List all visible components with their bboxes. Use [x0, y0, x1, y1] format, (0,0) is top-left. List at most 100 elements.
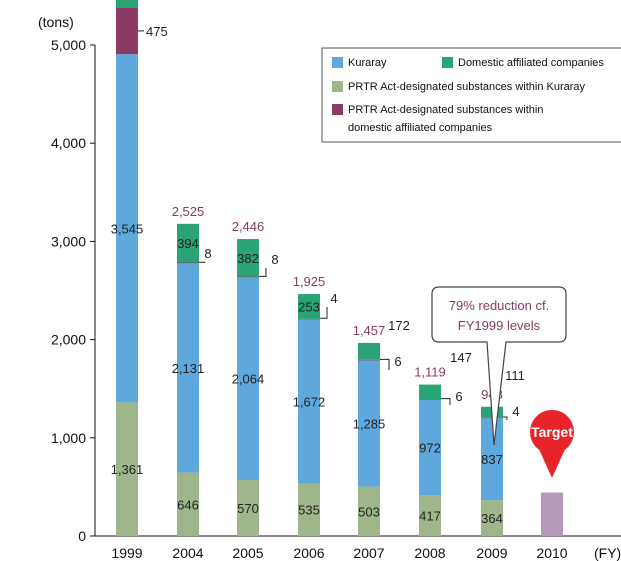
segment-label-prtr-domestic: 475 — [146, 24, 168, 39]
segment-label-domestic: 253 — [298, 299, 320, 314]
segment-label-prtr-domestic: 8 — [271, 252, 278, 267]
segment-label-prtr-domestic: 4 — [512, 404, 519, 419]
segment-label-prtr-kuraray: 1,361 — [111, 462, 144, 477]
bar-segment — [237, 277, 259, 481]
callout-text-line1: 79% reduction cf. — [449, 298, 549, 313]
y-tick-label: 3,000 — [51, 233, 86, 249]
x-tick-label: 2007 — [353, 545, 384, 561]
x-unit-label: (FY) — [594, 545, 621, 561]
segment-label-prtr-kuraray: 646 — [177, 497, 199, 512]
x-tick-label: 1999 — [111, 545, 142, 561]
total-label: 2,525 — [172, 204, 205, 219]
bar-segment — [177, 263, 199, 473]
segment-label-domestic: 394 — [177, 236, 199, 251]
segment-label-prtr-domestic: 6 — [455, 389, 462, 404]
legend-swatch-prtr-kuraray — [332, 81, 343, 92]
target-badge: Target — [530, 410, 574, 478]
segment-label-prtr-domestic: 4 — [330, 291, 337, 306]
bar-segment — [358, 359, 380, 361]
legend-swatch-domestic — [442, 57, 453, 68]
bar-segment — [298, 319, 320, 484]
y-tick-label: 4,000 — [51, 135, 86, 151]
bar-segment — [177, 262, 199, 264]
bars — [116, 0, 563, 536]
bar-segment — [419, 399, 441, 400]
bar-segment — [419, 399, 441, 496]
callout-bubble — [431, 286, 567, 446]
bar-segment — [298, 483, 320, 536]
segment-label-kuraray: 972 — [419, 440, 441, 455]
leader-line — [503, 416, 508, 420]
segment-label-domestic: 111 — [505, 368, 525, 383]
bar-segment — [298, 294, 320, 319]
leader-line — [441, 398, 451, 405]
legend-box — [321, 47, 621, 143]
x-tick-label: 2010 — [536, 545, 567, 561]
y-tick-label: 0 — [78, 528, 86, 544]
legend-swatch-prtr-domestic — [332, 104, 343, 115]
x-tick-label: 2009 — [476, 545, 507, 561]
bar-segment — [358, 486, 380, 536]
segment-label-kuraray: 2,131 — [172, 361, 205, 376]
segment-label-prtr-domestic: 6 — [394, 354, 401, 369]
segment-label-kuraray: 837 — [481, 452, 503, 467]
callout-text-line2: FY1999 levels — [458, 318, 541, 333]
bar-segment — [481, 500, 503, 536]
bar-segment — [116, 54, 138, 403]
segment-label-prtr-domestic: 8 — [204, 246, 211, 261]
legend: Kuraray Domestic affiliated companies PR… — [321, 47, 621, 143]
total-label: 1,925 — [293, 274, 326, 289]
bar-segment — [481, 418, 503, 501]
total-label: 1,119 — [414, 365, 446, 380]
segment-label-domestic: 172 — [388, 318, 410, 333]
legend-label-kuraray: Kuraray — [348, 57, 387, 69]
reduction-callout: 79% reduction cf. FY1999 levels — [431, 286, 567, 446]
bar-segment — [419, 495, 441, 536]
x-tick-label: 2004 — [172, 545, 203, 561]
segment-label-kuraray: 2,064 — [232, 372, 265, 387]
bar-segment — [237, 239, 259, 277]
segment-label-prtr-kuraray: 364 — [481, 511, 503, 526]
target-pointer — [538, 447, 566, 478]
legend-label-prtr-domestic-line2: domestic affiliated companies — [348, 122, 493, 134]
segment-label-kuraray: 3,545 — [111, 221, 144, 236]
bar-segment — [298, 318, 320, 320]
bar-segment — [116, 0, 138, 8]
bar-segment — [358, 360, 380, 487]
segment-label-kuraray: 1,285 — [353, 417, 386, 432]
bar-segment — [116, 7, 138, 55]
bar-labels: 1,3613,5454,4346462,1312,5255702,0642,44… — [111, 24, 525, 526]
legend-label-domestic: Domestic affiliated companies — [458, 57, 604, 69]
segment-label-prtr-kuraray: 535 — [298, 503, 320, 518]
segment-label-domestic: 147 — [450, 350, 472, 365]
segment-label-domestic: 382 — [237, 251, 259, 266]
segment-label-prtr-kuraray: 570 — [237, 501, 259, 516]
y-tick-label: 1,000 — [51, 430, 86, 446]
legend-label-prtr-kuraray: PRTR Act-designated substances within Ku… — [348, 81, 586, 93]
bar-segment — [177, 472, 199, 536]
y-axis: 0 1,000 2,000 3,000 4,000 5,000 — [51, 37, 96, 544]
segment-label-kuraray: 1,672 — [293, 394, 326, 409]
x-tick-label: 2006 — [293, 545, 324, 561]
x-axis: 1999 2004 2005 2006 2007 2008 2009 2010 (FY) — [95, 535, 621, 561]
leader-line — [320, 307, 328, 319]
target-text: Target — [531, 424, 573, 440]
bar-segment — [358, 342, 380, 360]
y-unit-label: (tons) — [38, 14, 74, 30]
bar-segment — [237, 276, 259, 278]
y-tick-label: 5,000 — [51, 37, 86, 53]
bar-segment — [237, 480, 259, 536]
segment-label-prtr-kuraray: 503 — [358, 504, 380, 519]
x-tick-label: 2008 — [414, 545, 445, 561]
bar-segment — [116, 402, 138, 536]
target-circle — [530, 410, 574, 454]
legend-swatch-kuraray — [332, 57, 343, 68]
total-label: 1,457 — [353, 323, 386, 338]
legend-label-prtr-domestic-line1: PRTR Act-designated substances within — [348, 104, 543, 116]
target-bar — [541, 492, 563, 536]
leader-line — [259, 268, 267, 277]
leader-line — [380, 358, 390, 370]
bar-segment — [177, 223, 199, 263]
x-tick-label: 2005 — [232, 545, 263, 561]
